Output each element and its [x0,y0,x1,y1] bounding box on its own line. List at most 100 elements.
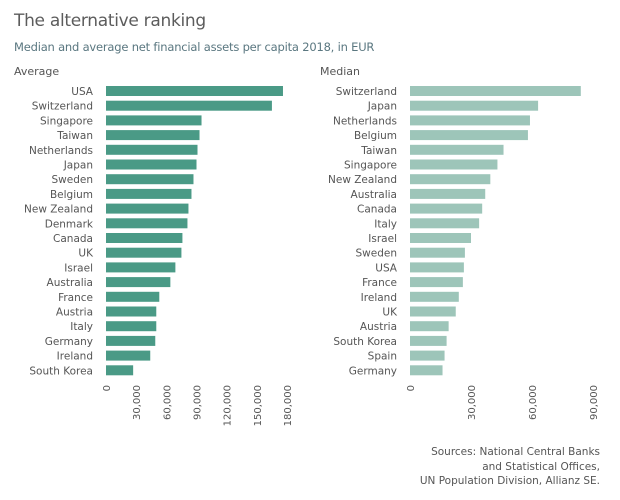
chart-subtitle: Median and average net financial assets … [14,40,375,54]
median-category-label: Germany [349,365,397,377]
median-bar [410,218,480,229]
median-bar [410,321,449,332]
sources-line: UN Population Division, Allianz SE. [419,475,600,487]
average-bar [106,350,151,361]
median-bar [410,144,504,155]
median-bar [410,247,465,258]
average-bar [106,306,157,317]
average-bar [106,203,189,214]
average-category-label: Canada [53,233,93,245]
average-category-label: Japan [63,160,93,172]
median-category-label: Ireland [361,292,397,304]
average-category-label: Germany [45,336,93,348]
average-category-label: Israel [64,262,93,274]
average-bar [106,144,198,155]
median-bar [410,188,486,199]
average-bar [106,277,171,288]
chart-title: The alternative ranking [14,11,206,31]
average-bar [106,262,176,273]
median-bar [410,233,471,243]
median-category-label: Israel [368,233,397,245]
average-category-label: South Korea [29,365,93,377]
median-category-label: Singapore [344,160,397,172]
average-category-label: Singapore [40,115,93,127]
average-category-label: Netherlands [29,145,93,157]
median-bar [410,350,445,361]
average-tick-label: 180,000 [283,385,294,426]
median-category-label: USA [375,262,398,274]
median-category-label: Australia [351,189,397,201]
median-bar [410,130,528,141]
average-bar [106,365,134,376]
average-bar [106,188,192,199]
average-category-label: Ireland [57,351,93,363]
average-category-label: Denmark [45,218,94,230]
median-category-label: UK [382,307,398,319]
median-panel-label: Median [320,65,361,78]
median-category-label: France [362,277,397,289]
average-tick-label: 90,000 [193,385,204,420]
average-bar [106,100,272,111]
median-bar [410,203,483,214]
sources-line: Sources: National Central Banks [431,446,600,458]
median-bar [410,365,443,376]
average-bar [106,115,202,126]
average-tick-label: 0 [102,385,113,391]
median-bar [410,174,491,185]
average-category-label: Australia [47,277,93,289]
median-category-label: Sweden [356,248,398,260]
median-category-label: Canada [357,204,397,216]
average-bar [106,174,194,185]
average-category-label: Austria [56,307,93,319]
median-tick-label: 0 [406,385,417,391]
average-category-label: France [58,292,93,304]
median-category-label: Spain [368,351,397,363]
median-bar [410,100,539,111]
median-bar [410,159,498,170]
average-bar [106,159,197,170]
average-category-label: Italy [70,321,93,333]
average-bar [106,86,283,96]
average-bar [106,233,183,243]
average-bar [106,247,182,258]
median-category-label: New Zealand [328,174,397,186]
median-bar [410,262,464,273]
median-bar [410,306,456,317]
average-bar [106,291,160,302]
average-category-label: USA [71,86,94,98]
average-category-label: Belgium [50,189,93,201]
average-tick-label: 60,000 [162,385,173,420]
median-bar [410,115,530,126]
median-tick-label: 90,000 [589,385,600,420]
median-category-label: Italy [374,218,397,230]
median-bar [410,277,463,288]
median-bar [410,86,581,96]
median-category-label: Japan [367,101,397,113]
average-tick-label: 30,000 [132,385,143,420]
sources-note: Sources: National Central Banks and Stat… [420,445,600,489]
median-bar [410,291,459,302]
average-tick-label: 150,000 [253,385,264,426]
median-category-label: Belgium [354,130,397,142]
sources-line: and Statistical Offices, [482,460,600,473]
average-bar [106,218,188,229]
average-bar [106,335,156,346]
average-bar [106,321,157,332]
median-tick-label: 60,000 [528,385,539,420]
median-category-label: South Korea [333,336,397,348]
average-tick-label: 120,000 [223,385,234,426]
average-panel-label: Average [14,65,60,78]
average-category-label: New Zealand [24,204,93,216]
average-category-label: Taiwan [56,130,93,142]
average-category-label: UK [78,248,94,260]
median-bar [410,335,447,346]
average-category-label: Sweden [52,174,94,186]
average-category-label: Switzerland [32,101,93,113]
median-category-label: Netherlands [333,115,397,127]
median-category-label: Austria [360,321,397,333]
median-category-label: Switzerland [336,86,397,98]
median-category-label: Taiwan [360,145,397,157]
average-bar [106,130,200,141]
median-tick-label: 30,000 [467,385,478,420]
